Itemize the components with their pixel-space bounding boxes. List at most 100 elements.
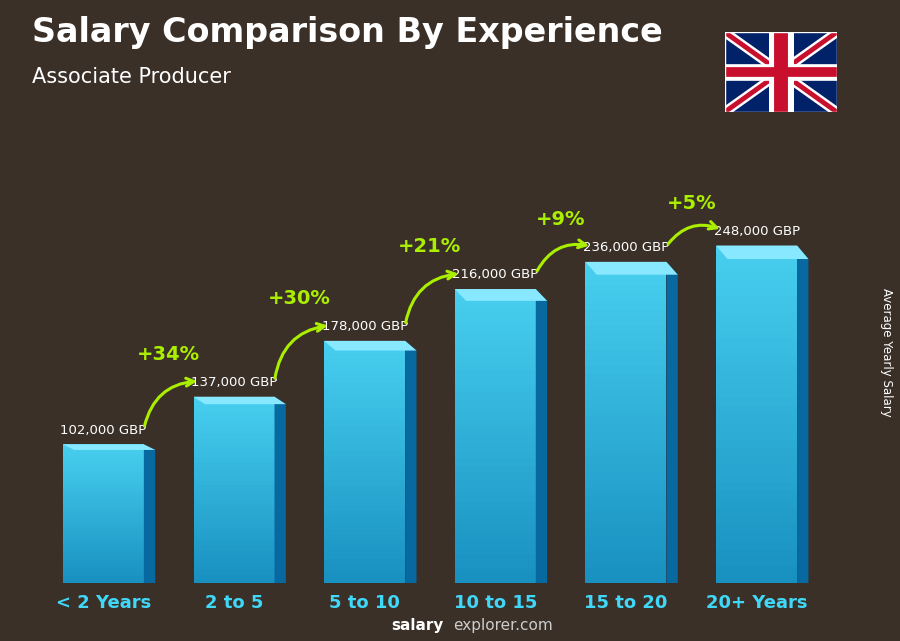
Polygon shape (194, 476, 274, 481)
Polygon shape (405, 341, 417, 583)
Polygon shape (324, 565, 405, 571)
Polygon shape (194, 471, 274, 476)
Polygon shape (144, 444, 155, 583)
Polygon shape (324, 529, 405, 535)
Polygon shape (63, 580, 144, 583)
Polygon shape (324, 547, 405, 553)
Polygon shape (324, 535, 405, 541)
Polygon shape (585, 318, 666, 326)
Polygon shape (585, 567, 666, 575)
Polygon shape (194, 504, 274, 509)
Polygon shape (63, 549, 144, 552)
Polygon shape (454, 444, 536, 451)
Polygon shape (585, 358, 666, 366)
Polygon shape (324, 395, 405, 401)
Polygon shape (797, 246, 808, 583)
Polygon shape (716, 347, 797, 355)
Polygon shape (585, 390, 666, 399)
Polygon shape (324, 408, 405, 413)
Polygon shape (324, 359, 405, 365)
Polygon shape (716, 246, 797, 254)
Polygon shape (63, 576, 144, 580)
Polygon shape (324, 504, 405, 511)
Polygon shape (194, 541, 274, 546)
Polygon shape (324, 553, 405, 559)
Polygon shape (63, 535, 144, 538)
Polygon shape (454, 348, 536, 355)
Polygon shape (585, 535, 666, 543)
Polygon shape (716, 507, 797, 516)
Polygon shape (63, 448, 144, 451)
Polygon shape (324, 444, 405, 450)
Polygon shape (716, 372, 797, 381)
Polygon shape (194, 495, 274, 499)
Polygon shape (585, 350, 666, 358)
Polygon shape (585, 310, 666, 318)
Polygon shape (194, 509, 274, 513)
Polygon shape (585, 406, 666, 415)
Text: +21%: +21% (399, 237, 462, 256)
Polygon shape (454, 399, 536, 407)
Polygon shape (716, 304, 797, 313)
Text: Average Yearly Salary: Average Yearly Salary (880, 288, 893, 417)
Polygon shape (63, 538, 144, 542)
Polygon shape (454, 378, 536, 385)
Polygon shape (324, 341, 405, 347)
Polygon shape (63, 465, 144, 469)
Polygon shape (716, 533, 797, 541)
Polygon shape (454, 392, 536, 399)
Polygon shape (194, 420, 274, 425)
Polygon shape (63, 486, 144, 490)
Polygon shape (324, 438, 405, 444)
Polygon shape (454, 569, 536, 576)
Polygon shape (194, 434, 274, 438)
Polygon shape (324, 353, 405, 359)
Polygon shape (454, 422, 536, 429)
Polygon shape (324, 517, 405, 522)
Polygon shape (324, 413, 405, 420)
Polygon shape (194, 481, 274, 485)
Polygon shape (324, 487, 405, 492)
Polygon shape (63, 559, 144, 562)
Polygon shape (585, 262, 678, 275)
Polygon shape (63, 444, 155, 450)
Polygon shape (585, 278, 666, 286)
Text: +9%: +9% (536, 210, 585, 229)
Polygon shape (63, 451, 144, 455)
Polygon shape (63, 556, 144, 559)
Polygon shape (324, 480, 405, 487)
Polygon shape (324, 492, 405, 499)
Polygon shape (324, 450, 405, 456)
Polygon shape (63, 545, 144, 549)
Text: +30%: +30% (268, 289, 331, 308)
Polygon shape (716, 262, 797, 271)
Polygon shape (454, 524, 536, 532)
Polygon shape (585, 447, 666, 454)
Polygon shape (324, 389, 405, 395)
Polygon shape (63, 458, 144, 462)
Polygon shape (63, 483, 144, 486)
Polygon shape (716, 381, 797, 389)
Polygon shape (454, 547, 536, 554)
Polygon shape (63, 510, 144, 514)
Polygon shape (194, 546, 274, 551)
Polygon shape (324, 401, 405, 408)
Polygon shape (324, 456, 405, 462)
Polygon shape (194, 555, 274, 560)
Polygon shape (716, 254, 797, 262)
Polygon shape (454, 562, 536, 569)
Polygon shape (63, 569, 144, 573)
Text: 137,000 GBP: 137,000 GBP (191, 376, 277, 389)
Text: Salary Comparison By Experience: Salary Comparison By Experience (32, 16, 662, 49)
Polygon shape (194, 425, 274, 429)
Polygon shape (716, 271, 797, 279)
Polygon shape (716, 448, 797, 456)
Polygon shape (324, 341, 417, 351)
Polygon shape (454, 510, 536, 517)
Polygon shape (454, 370, 536, 378)
Polygon shape (63, 479, 144, 483)
Text: 248,000 GBP: 248,000 GBP (714, 224, 799, 238)
Polygon shape (716, 440, 797, 448)
Polygon shape (716, 363, 797, 372)
Polygon shape (324, 468, 405, 474)
